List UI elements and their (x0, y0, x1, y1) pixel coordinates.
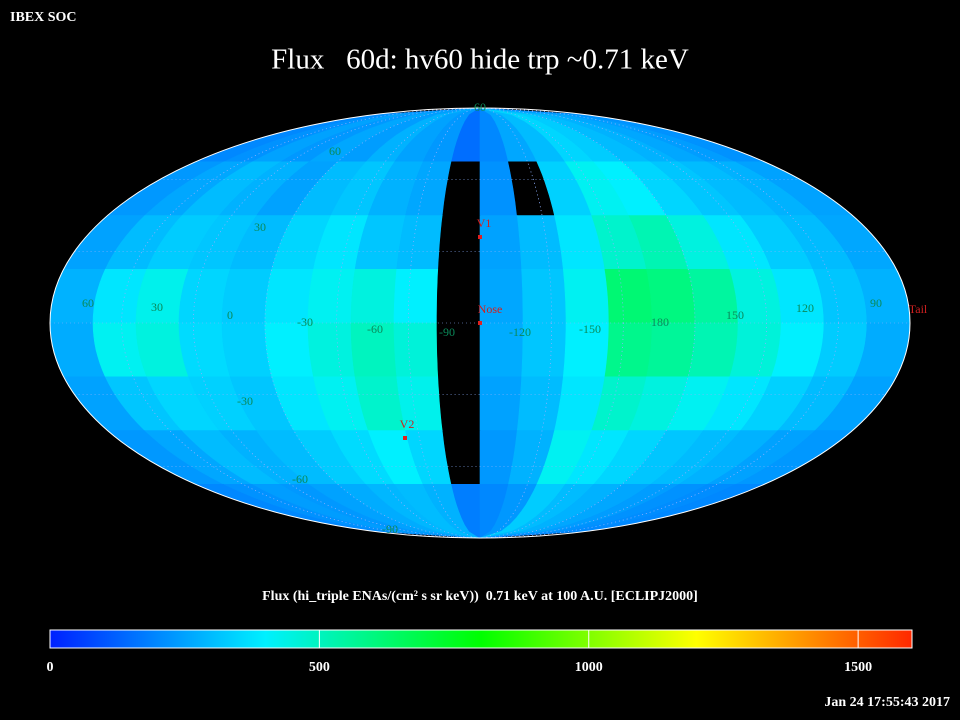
colorbar-tick-label: 1000 (575, 660, 603, 675)
grid-label: -30 (297, 315, 313, 329)
marker-dot (403, 436, 407, 440)
meridian (408, 108, 552, 538)
flux-cell (393, 268, 439, 324)
grid-label: -60 (292, 472, 308, 486)
marker-dot (478, 321, 482, 325)
grid-label: 60 (329, 144, 341, 158)
flux-cell (393, 322, 439, 378)
colorbar: 0 500 1000 1500 (47, 629, 913, 675)
flux-cell (221, 322, 273, 378)
grid-label: 30 (254, 220, 266, 234)
flux-cell (604, 322, 653, 378)
flux-cell (562, 268, 610, 324)
flux-cell (604, 268, 653, 324)
flux-cell (438, 376, 481, 431)
flux-cell (264, 322, 314, 378)
marker-label: V1 (477, 216, 492, 230)
flux-cell (396, 215, 444, 270)
colorbar-caption: Flux (hi_triple ENAs/(cm² s sr keV)) 0.7… (262, 589, 698, 604)
chart-title: Flux 60d: hv60 hide trp ~0.71 keV (271, 44, 689, 76)
flux-cell (521, 268, 567, 324)
colorbar-tick-label: 1500 (844, 660, 872, 675)
map-outline (49, 107, 911, 539)
marker-label: Nose (478, 302, 503, 316)
grid-label: 90 (870, 296, 882, 310)
grid-label: 60 (82, 296, 94, 310)
flux-cell (646, 322, 696, 378)
marker-dot (478, 235, 482, 239)
meridian (336, 108, 624, 538)
grid-label: -90 (439, 325, 455, 339)
timestamp: Jan 24 17:55:43 2017 (824, 695, 950, 710)
grid-label: 0 (227, 308, 233, 322)
marker-label: Tail (909, 302, 928, 316)
grid-label: -120 (509, 325, 531, 339)
grid-label: 30 (151, 300, 163, 314)
grid-label: -60 (367, 322, 383, 336)
grid-label: -30 (237, 394, 253, 408)
grid-label: 60 (474, 100, 486, 114)
flux-cell (479, 376, 522, 431)
flux-cell (687, 322, 739, 378)
map (50, 108, 910, 538)
colorbar-fill (49, 629, 913, 649)
flux-cell (436, 268, 481, 324)
flux-cell (438, 215, 481, 270)
colorbar-tick-label: 0 (47, 660, 54, 675)
flux-cell (307, 322, 356, 378)
grid-label: 120 (796, 301, 814, 315)
grid-label: 180 (651, 315, 669, 329)
grid-label: -150 (579, 322, 601, 336)
grid-label: -90 (382, 522, 398, 536)
flux-cell (350, 268, 398, 324)
marker-label: V2 (400, 417, 415, 431)
flux-cell (307, 268, 356, 324)
grid-label: 150 (726, 308, 744, 322)
colorbar-tick-label: 500 (309, 660, 330, 675)
header-label: IBEX SOC (10, 10, 77, 25)
map-overlay: 60 60 30 60 30 0 -30 -60 -90 -120 -150 180 150 120 90 -… (49, 100, 928, 539)
